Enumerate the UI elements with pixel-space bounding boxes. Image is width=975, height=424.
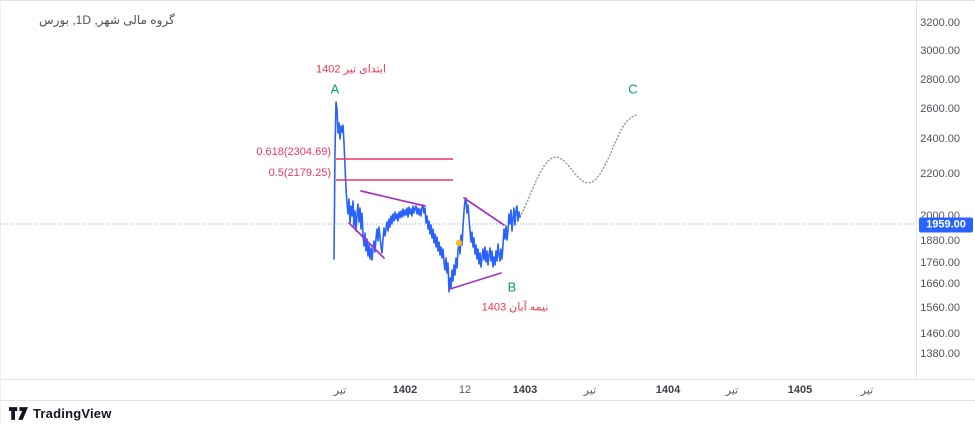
projection-path[interactable]	[519, 114, 637, 218]
symbol-title[interactable]: گروه مالی شهر, 1D, بورس	[39, 13, 175, 27]
trend-line[interactable]	[348, 222, 385, 259]
time-axis-label: تیر	[583, 384, 597, 397]
time-axis-label: تیر	[333, 384, 347, 397]
chart-canvas[interactable]	[1, 1, 916, 379]
annotation-text[interactable]: ابتدای تیر 1402	[316, 63, 386, 76]
last-price-badge: 1959.00	[919, 217, 973, 233]
tradingview-logo[interactable]: TradingView	[9, 406, 112, 421]
time-axis-label: 1403	[512, 384, 538, 396]
tradingview-logo-text: TradingView	[33, 405, 112, 421]
price-axis-tick: 2200.00	[920, 168, 960, 180]
price-axis-tick: 3000.00	[920, 45, 960, 57]
fib-level-label: 0.618(2304.69)	[256, 146, 331, 158]
price-axis-tick: 3200.00	[920, 17, 960, 29]
price-axis-tick: 1460.00	[920, 328, 960, 340]
price-axis-tick: 2600.00	[920, 103, 960, 115]
price-axis-tick: 1380.00	[920, 348, 960, 360]
time-axis[interactable]: تیر 1402 12 1403 تیر 1404 تیر 1405 تیر	[1, 379, 975, 400]
price-axis-tick: 2400.00	[920, 133, 960, 145]
price-line	[333, 101, 521, 293]
price-axis-tick: 1560.00	[920, 302, 960, 314]
price-axis-tick: 1660.00	[920, 278, 960, 290]
time-axis-label: 1402	[392, 384, 418, 396]
wave-label-C[interactable]: C	[628, 81, 638, 97]
trend-line[interactable]	[463, 197, 505, 226]
time-axis-label: 12	[458, 384, 472, 396]
price-axis[interactable]: 3200.00 3000.00 2800.00 2600.00 2400.00 2200.…	[916, 1, 975, 379]
trend-line[interactable]	[449, 272, 502, 290]
tradingview-logo-icon	[9, 406, 28, 420]
wave-label-A[interactable]: A	[330, 81, 340, 97]
time-axis-label: 1405	[787, 384, 813, 396]
wave-label-B[interactable]: B	[507, 279, 517, 295]
footer: TradingView	[1, 400, 975, 424]
price-axis-tick: 1760.00	[920, 257, 960, 269]
time-axis-label: تیر	[725, 384, 739, 397]
trend-line[interactable]	[360, 190, 426, 207]
annotation-text[interactable]: نیمه آبان 1403	[481, 301, 549, 314]
fib-level-label: 0.5(2179.25)	[268, 167, 331, 179]
marker-dot[interactable]	[455, 239, 463, 247]
time-axis-label: تیر	[860, 384, 874, 397]
price-axis-tick: 2800.00	[920, 74, 960, 86]
time-axis-label: 1404	[655, 384, 681, 396]
price-axis-tick: 1880.00	[920, 235, 960, 247]
chart-pane[interactable]: A B C ابتدای تیر 1402 نیمه آبان 1403 0.618(23…	[1, 1, 916, 379]
